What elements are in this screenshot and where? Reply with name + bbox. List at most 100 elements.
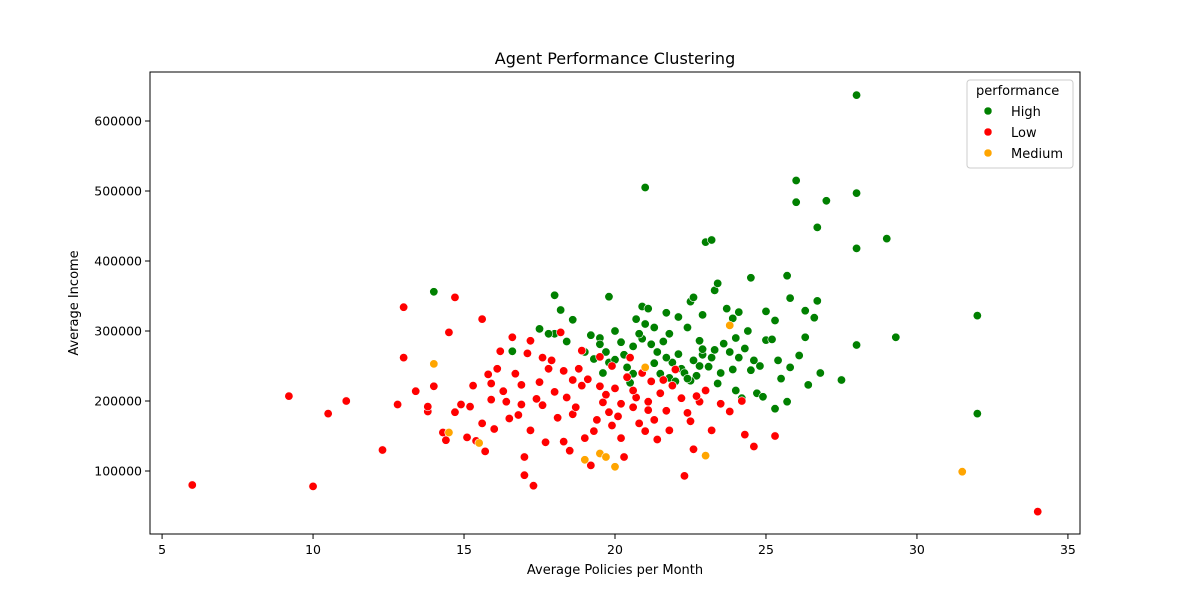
point-low [625,353,635,363]
point-high [698,344,708,354]
point-high [791,176,801,186]
point-low [492,364,502,374]
point-low [423,402,433,412]
point-high [852,243,862,253]
point-low [525,336,535,346]
point-low [486,395,496,405]
point-low [399,353,409,363]
point-low [456,399,466,409]
point-high [755,361,765,371]
point-low [504,413,514,423]
y-tick-label: 200000 [94,394,142,409]
point-low [559,437,569,447]
point-low [538,353,548,363]
point-high [770,315,780,325]
point-high [598,368,608,378]
point-high [761,306,771,316]
point-low [538,400,548,410]
point-low [649,415,659,425]
point-low [592,415,602,425]
point-medium [640,362,650,372]
point-low [441,435,451,445]
point-high [852,188,862,198]
point-low [495,346,505,356]
point-low [553,413,563,423]
point-low [541,437,551,447]
x-tick-label: 10 [305,542,321,557]
point-low [477,418,487,428]
point-high [698,310,708,320]
point-low [574,364,584,374]
point-low [525,425,535,435]
point-high [812,222,822,232]
x-tick-label: 25 [758,542,774,557]
point-high [734,307,744,317]
point-low [682,408,692,418]
point-low [565,446,575,456]
point-high [785,293,795,303]
point-low [628,402,638,412]
point-high [604,292,614,302]
point-high [731,333,741,343]
point-high [770,404,780,414]
x-tick-label: 20 [607,542,623,557]
point-high [682,322,692,332]
point-high [972,311,982,321]
point-high [713,278,723,288]
point-low [583,374,593,384]
point-low [568,375,578,385]
point-low [770,431,780,441]
y-tick-label: 100000 [94,464,142,479]
point-high [731,385,741,395]
point-low [652,434,662,444]
point-low [308,481,318,491]
point-high [716,368,726,378]
point-low [559,366,569,376]
point-high [658,336,668,346]
point-low [516,399,526,409]
point-high [782,271,792,281]
point-high [595,339,605,349]
point-high [852,90,862,100]
point-low [550,387,560,397]
legend-box [966,79,1074,169]
point-medium [444,427,454,437]
point-high [800,332,810,342]
point-low [749,441,759,451]
point-high [713,378,723,388]
point-low [450,292,460,302]
point-medium [601,452,611,462]
point-high [758,392,768,402]
point-high [640,319,650,329]
point-low [519,452,529,462]
point-low [187,480,197,490]
point-high [707,235,717,245]
point-low [562,392,572,402]
point-low [676,393,686,403]
point-high [852,340,862,350]
point-low [547,355,557,365]
point-low [595,381,605,391]
point-low [531,394,541,404]
point-low [489,424,499,434]
point-low [498,386,508,396]
point-high [689,292,699,302]
legend-marker-low [983,127,993,137]
point-high [652,347,662,357]
point-low [595,352,605,362]
point-medium [725,320,735,330]
point-high [704,362,714,372]
legend-label-low: Low [1011,126,1037,141]
point-high [773,355,783,365]
point-medium [429,359,439,369]
point-low [740,430,750,440]
point-low [341,396,351,406]
point-high [689,355,699,365]
point-low [589,426,599,436]
point-high [692,371,702,381]
x-axis-ticks: 5 10 15 20 25 30 35 [158,534,1076,557]
point-high [707,353,717,363]
legend-title: performance [976,84,1059,99]
point-low [692,391,702,401]
point-high [429,287,439,297]
